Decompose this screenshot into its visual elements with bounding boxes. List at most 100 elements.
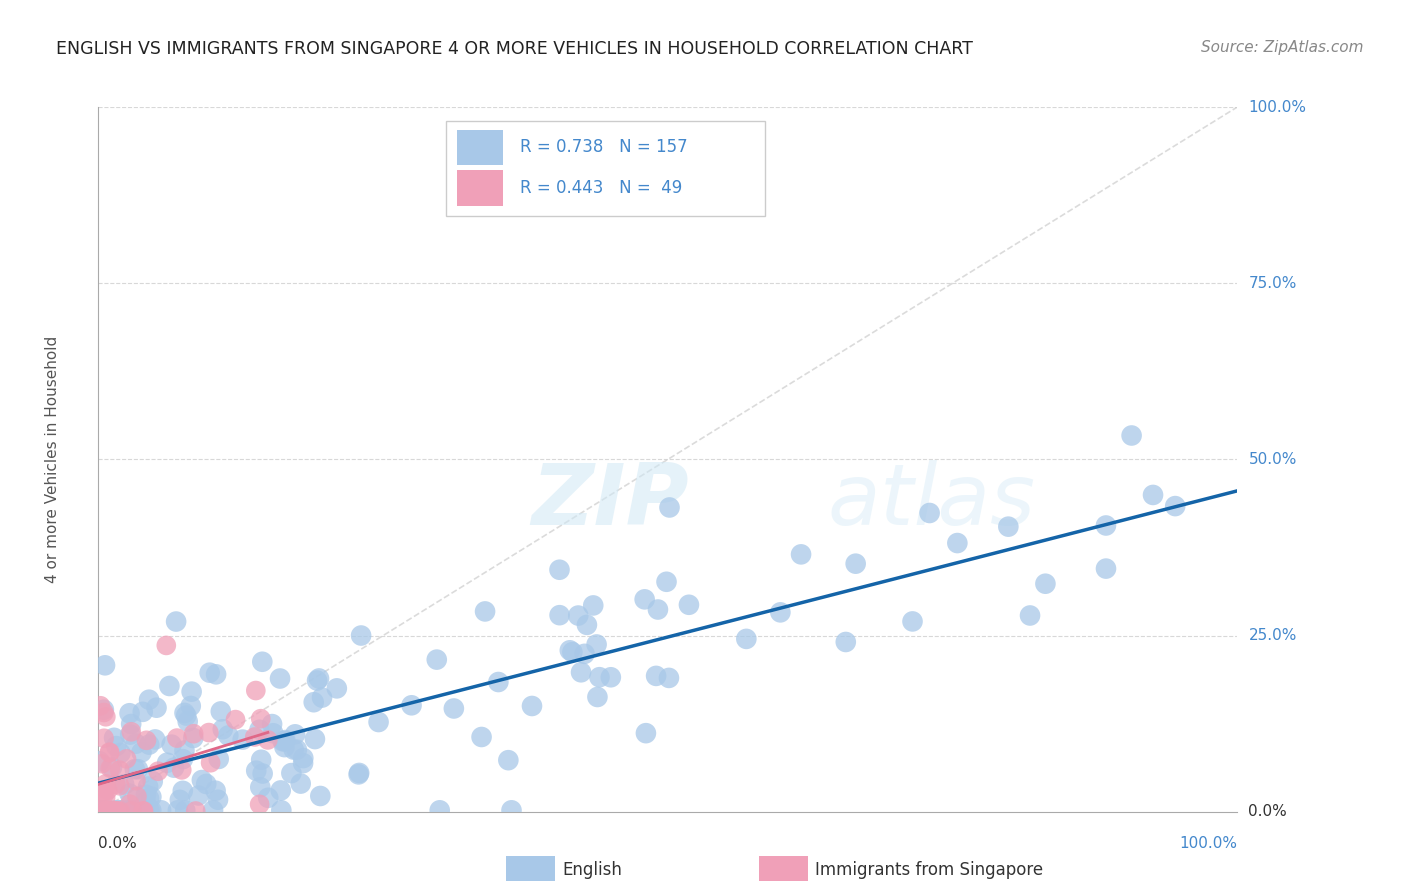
Point — [108, 764, 131, 778]
Point — [645, 669, 668, 683]
Point — [250, 753, 273, 767]
Point — [257, 790, 280, 805]
Point — [101, 760, 124, 774]
Point — [257, 733, 280, 747]
Point — [249, 797, 271, 812]
Point — [918, 506, 941, 520]
Text: 50.0%: 50.0% — [1249, 452, 1296, 467]
Point — [273, 734, 295, 748]
Point — [174, 708, 197, 723]
Point — [307, 673, 329, 688]
Point — [790, 547, 813, 561]
Point — [124, 762, 146, 776]
Point — [135, 733, 157, 747]
Point — [200, 756, 222, 770]
Text: atlas: atlas — [827, 460, 1035, 543]
Point — [117, 803, 139, 817]
Point — [1019, 608, 1042, 623]
Point — [94, 804, 117, 818]
Point — [245, 683, 267, 698]
Text: Source: ZipAtlas.com: Source: ZipAtlas.com — [1201, 40, 1364, 55]
Point — [498, 753, 520, 767]
Point — [243, 730, 266, 744]
Point — [108, 804, 131, 818]
Point — [211, 723, 233, 737]
Point — [575, 618, 598, 632]
Point — [138, 692, 160, 706]
Point — [195, 777, 218, 791]
Point — [283, 742, 305, 756]
Point — [269, 672, 291, 686]
Point — [128, 803, 150, 817]
Point — [135, 788, 157, 802]
Point — [105, 804, 128, 818]
Point — [735, 632, 758, 646]
Point — [141, 789, 163, 804]
Point — [121, 804, 143, 818]
Point — [561, 645, 583, 659]
Point — [548, 608, 571, 623]
Point — [309, 789, 332, 803]
Point — [290, 776, 312, 790]
Point — [443, 701, 465, 715]
Point — [98, 746, 121, 760]
Point — [105, 804, 128, 818]
Point — [170, 763, 193, 777]
Point — [946, 536, 969, 550]
Point — [367, 714, 389, 729]
Point — [112, 777, 135, 791]
Point — [125, 789, 148, 804]
Point — [138, 791, 160, 805]
Point — [187, 789, 209, 803]
Point — [585, 638, 607, 652]
Point — [558, 643, 581, 657]
Point — [127, 762, 149, 776]
Point — [120, 724, 142, 739]
Point — [142, 774, 165, 789]
Point — [184, 804, 207, 818]
Point — [471, 730, 494, 744]
Point — [308, 672, 330, 686]
Point — [1142, 488, 1164, 502]
Point — [96, 804, 118, 818]
Point — [180, 684, 202, 698]
Point — [634, 592, 657, 607]
Point — [125, 737, 148, 751]
FancyBboxPatch shape — [457, 170, 503, 206]
Text: 100.0%: 100.0% — [1180, 837, 1237, 851]
Point — [426, 652, 449, 666]
Point — [129, 803, 152, 817]
Point — [198, 725, 221, 739]
Point — [280, 766, 302, 780]
Point — [120, 728, 142, 742]
Point — [270, 803, 292, 817]
Point — [98, 745, 121, 759]
Text: R = 0.738   N = 157: R = 0.738 N = 157 — [520, 138, 688, 156]
Point — [520, 698, 543, 713]
Point — [173, 743, 195, 757]
Point — [232, 732, 254, 747]
Point — [93, 788, 115, 802]
Point — [98, 761, 121, 775]
Point — [93, 703, 115, 717]
Point — [146, 764, 169, 779]
Point — [155, 639, 177, 653]
Point — [177, 714, 200, 729]
Point — [208, 752, 231, 766]
Point — [198, 665, 221, 680]
Point — [202, 803, 225, 817]
Point — [111, 803, 134, 817]
Point — [97, 803, 120, 817]
Point — [292, 751, 315, 765]
Point — [169, 793, 191, 807]
Point — [97, 783, 120, 797]
Point — [110, 746, 132, 760]
Point — [1121, 428, 1143, 442]
Point — [138, 803, 160, 817]
Point — [302, 695, 325, 709]
Point — [166, 731, 188, 745]
Point — [245, 764, 267, 778]
Text: 75.0%: 75.0% — [1249, 276, 1296, 291]
Text: R = 0.443   N =  49: R = 0.443 N = 49 — [520, 179, 682, 197]
Point — [569, 665, 592, 680]
